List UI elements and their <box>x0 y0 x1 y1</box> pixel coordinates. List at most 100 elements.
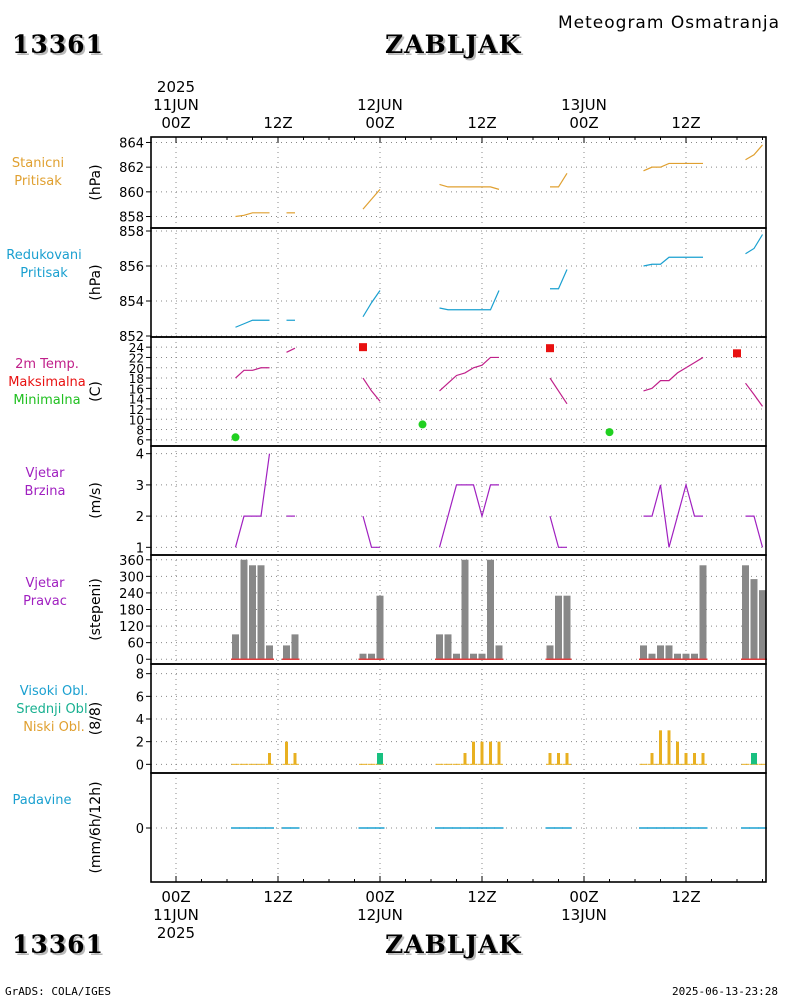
axis-hour-label: 00Z <box>365 114 394 132</box>
series-line <box>745 234 764 255</box>
wind-direction-bar <box>257 565 265 660</box>
y-tick-label: 856 <box>119 260 144 275</box>
y-tick-label: 180 <box>119 604 144 619</box>
wind-direction-bar <box>640 645 647 660</box>
y-tick-label: 852 <box>119 330 144 345</box>
y-tick-label: 2 <box>136 736 144 751</box>
y-tick-label: 18 <box>129 372 144 386</box>
y-axis-label: (stepeni) <box>88 578 104 641</box>
label-station-pressure: Stanicni Pritisak <box>0 155 88 191</box>
wind-direction-bar <box>546 645 554 660</box>
y-axis-label: (8/8) <box>88 702 104 735</box>
panel-reduced-pressure: 852 854 856 858 (hPa) <box>88 225 767 345</box>
axis-hour-label: 12Z <box>671 888 700 906</box>
label-wind-direction: Vjetar Pravac <box>0 575 95 611</box>
wind-direction-bar <box>291 634 299 660</box>
label-line: Srednji Obl. <box>16 702 92 717</box>
y-tick-label: 300 <box>119 570 144 585</box>
timestamp-text: 2025-06-13-23:28 <box>672 985 778 998</box>
y-axis-label: (C) <box>88 381 104 402</box>
station-name: ZABLJAK <box>385 30 522 59</box>
tmax-marker <box>359 343 367 352</box>
wind-direction-bar <box>376 595 384 660</box>
series-line <box>643 256 703 267</box>
tmax-marker <box>733 349 741 358</box>
panel-clouds: 0 2 4 6 8 (8/8) <box>88 663 767 774</box>
y-tick-label: 0 <box>136 653 144 668</box>
label-clouds: Visoki Obl. Srednji Obl. Niski Obl. <box>4 683 104 737</box>
y-tick-label: 858 <box>119 211 144 226</box>
wind-direction-bar <box>665 645 673 660</box>
panel-frame <box>150 336 767 447</box>
label-line: Maksimalna <box>8 375 86 390</box>
axis-hour-label: 00Z <box>365 888 394 906</box>
series-line <box>549 377 568 405</box>
label-line: Redukovani <box>6 248 82 263</box>
y-tick-label: 862 <box>119 161 144 176</box>
wind-direction-bar <box>657 645 664 660</box>
y-tick-label: 4 <box>136 448 144 463</box>
series-line <box>362 290 381 318</box>
product-title: Meteogram Osmatranja <box>558 13 781 33</box>
y-tick-label: 1 <box>136 541 144 556</box>
wind-direction-bar <box>453 653 460 660</box>
cloud-bar <box>377 753 383 765</box>
wind-direction-bar <box>232 634 239 660</box>
wind-direction-bar <box>682 653 690 660</box>
y-tick-label: 240 <box>119 587 144 602</box>
y-axis-label: (hPa) <box>88 164 104 200</box>
wind-direction-bar <box>750 579 758 660</box>
cloud-bar <box>667 730 671 765</box>
axis-day-label: 11JUN <box>153 96 199 114</box>
axis-hour-label: 12Z <box>671 114 700 132</box>
tmax-marker <box>546 344 554 353</box>
y-axis-label: (m/s) <box>88 482 104 519</box>
label-line: 2m Temp. <box>15 357 79 372</box>
panel-frame <box>150 772 767 883</box>
label-line: Visoki Obl. <box>19 684 89 699</box>
wind-direction-bar <box>461 559 469 660</box>
cloud-bar <box>659 730 662 765</box>
series-line <box>439 356 499 392</box>
wind-direction-bar <box>249 565 256 660</box>
wind-direction-bar <box>759 590 766 660</box>
label-wind-speed: Vjetar Brzina <box>0 465 95 501</box>
wind-direction-bar <box>436 634 443 660</box>
y-tick-label: 2 <box>136 510 144 525</box>
wind-direction-bar <box>283 645 290 660</box>
series-line <box>550 269 568 290</box>
axis-hour-label: 12Z <box>467 888 496 906</box>
series-line <box>235 367 270 379</box>
y-tick-label: 12 <box>129 403 144 417</box>
y-tick-label: 864 <box>119 136 144 151</box>
wind-direction-bar <box>266 645 273 660</box>
axis-day-label: 12JUN <box>357 96 403 114</box>
axis-hour-label: 12Z <box>263 114 292 132</box>
wind-direction-bar <box>240 559 248 660</box>
tmin-marker <box>418 420 427 429</box>
series-line <box>362 515 380 548</box>
y-tick-label: 4 <box>136 713 144 728</box>
cloud-bar <box>285 741 288 765</box>
wind-direction-bar <box>742 565 749 660</box>
axis-day-label: 11JUN <box>153 906 199 924</box>
wind-direction-bar <box>368 653 375 660</box>
y-tick-label: 860 <box>119 186 144 201</box>
wind-direction-bar <box>470 653 477 660</box>
y-tick-label: 854 <box>119 295 144 310</box>
series-line <box>745 382 763 407</box>
cloud-bar <box>497 741 501 765</box>
series-line <box>439 183 500 190</box>
label-line: Padavine <box>12 793 72 808</box>
panel-precipitation: 0 (mm/6h/12h) <box>88 772 767 883</box>
y-tick-label: 14 <box>129 393 144 407</box>
wind-direction-bar <box>691 653 698 660</box>
label-line: Pritisak <box>20 266 68 281</box>
series-line <box>286 347 296 353</box>
axis-hour-label: 00Z <box>569 888 598 906</box>
wind-direction-bar <box>555 595 562 660</box>
cloud-bar <box>557 753 560 765</box>
